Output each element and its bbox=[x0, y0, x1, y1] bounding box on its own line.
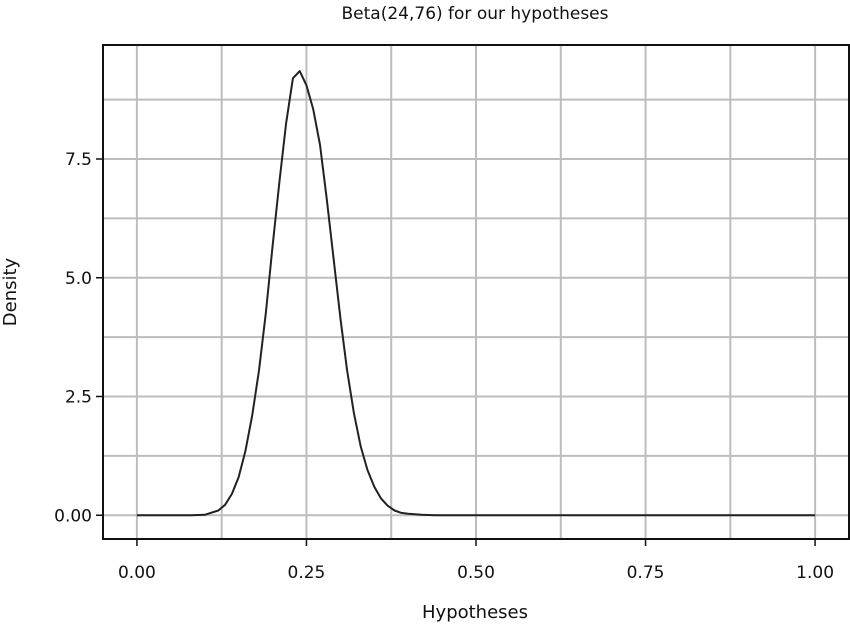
y-tick-label: 5.0 bbox=[65, 269, 92, 289]
x-tick-label: 0.25 bbox=[288, 563, 326, 583]
x-axis-label: Hypotheses bbox=[422, 602, 528, 623]
series-layer bbox=[136, 70, 816, 517]
ticks: 0.00 0.25 0.50 0.75 1.00 0.00 2.5 5.0 7.5 bbox=[54, 150, 834, 583]
grid bbox=[103, 45, 849, 539]
x-tick-label: 0.75 bbox=[627, 563, 665, 583]
chart-title: Beta(24,76) for our hypotheses bbox=[342, 4, 609, 24]
x-tick-label: 1.00 bbox=[796, 563, 834, 583]
density-line bbox=[136, 70, 816, 517]
x-tick-label: 0.50 bbox=[457, 563, 495, 583]
y-tick-label: 0.00 bbox=[54, 506, 92, 526]
x-tick-label: 0.00 bbox=[118, 563, 156, 583]
y-tick-label: 7.5 bbox=[65, 150, 92, 170]
y-axis-label: Density bbox=[0, 257, 21, 326]
y-tick-label: 2.5 bbox=[65, 388, 92, 408]
